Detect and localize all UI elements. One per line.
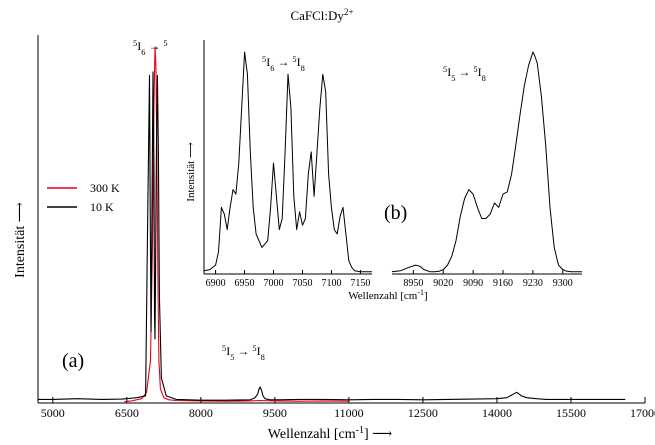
x-axis-label-main: Wellenzahl [cm-1] ⟶ [268,425,392,443]
transition-arrow: → [234,344,252,358]
transition-state: I [257,344,261,358]
transition-subscript: 5 [451,74,455,83]
transition-superscript: 5 [443,65,447,74]
series-line-inset1-0 [203,51,372,273]
panel-label-a: (a) [62,350,84,372]
x-tick-label-inset2: 9230 [523,278,543,289]
transition-label-main-2: 5I5 → 5I8 [222,344,265,362]
text-layer: 5000 6500 8000 9500 11000 12500 14000 15500 1700… [13,7,655,442]
transition-superscript: 5 [473,65,477,74]
transition-subscript: 6 [141,48,145,57]
x-tick-label-main: 15500 [556,406,586,420]
x-tick-label-inset1: 7050 [292,278,312,289]
transition-state: I [478,65,482,79]
transition-superscript: 5 [133,39,137,48]
chart-title-superscript: 2+ [344,7,354,17]
x-tick-label-main: 11000 [334,406,364,420]
transition-subscript: 5 [230,353,234,362]
y-axis-label-inset1: Intensität ⟶ [185,142,197,202]
x-tick-label-inset2: 9300 [553,278,573,289]
x-tick-label-inset2: 8950 [403,278,423,289]
transition-state: I [266,55,270,69]
transition-superscript: 5 [292,55,296,64]
x-tick-label-inset2: 9160 [493,278,513,289]
transition-label-inset1: 5I6 → 5I8 [262,55,305,73]
chart-title: CaFCl:Dy2+ [290,7,353,23]
transition-subscript: 8 [482,74,486,83]
x-axis-label-insets: Wellenzahl [cm-1] [348,288,427,303]
x-axis-label-text: Wellenzahl [cm [268,427,356,442]
x-axis-label-text: ] ⟶ [364,427,392,442]
transition-arrow: → [455,65,473,79]
transition-label-main-1: 5I6 → 5 [133,39,168,57]
x-tick-label-inset1: 7000 [264,278,284,289]
legend-label-10-k: 10 K [90,200,114,214]
x-tick-label-main: 9500 [263,406,287,420]
x-tick-label-main: 8000 [189,406,213,420]
transition-subscript: 8 [261,353,265,362]
transition-state: I [137,39,141,53]
x-tick-label-main: 12500 [408,406,438,420]
transition-superscript: 5 [262,55,266,64]
series-line-inset2-0 [391,51,582,273]
transition-state: I [447,65,451,79]
axes-layer [37,35,646,404]
x-axis-label-exponent: -1 [417,288,424,297]
transition-subscript: 6 [270,64,274,73]
x-tick-label-main: 5000 [41,406,65,420]
transition-arrow: → [145,39,163,53]
transition-state: I [226,344,230,358]
transition-arrow: → [274,55,292,69]
x-axis-label-text: Wellenzahl [cm [348,290,417,302]
x-tick-label-main: 14000 [482,406,512,420]
x-tick-label-inset1: 6950 [235,278,255,289]
x-tick-label-inset2: 9090 [463,278,483,289]
series-line-main-300-k [124,46,349,403]
transition-label-inset2: 5I5 → 5I8 [443,65,486,83]
chart-title-main: CaFCl:Dy [290,8,344,23]
transition-state: I [297,55,301,69]
series-line-main-10-k [38,71,626,401]
panel-label-b: (b) [384,202,407,224]
transition-subscript: 8 [301,64,305,73]
x-tick-label-main: 6500 [115,406,139,420]
x-axis-label-text: ] [424,290,428,302]
data-layer [38,46,626,403]
y-axis-label-main: Intensität ⟶ [13,202,28,278]
x-tick-label-inset2: 9020 [433,278,453,289]
x-tick-label-main: 17000 [630,406,655,420]
transition-superscript: 5 [252,344,256,353]
transition-superscript: 5 [163,39,167,48]
legend-label-300-k: 300 K [90,181,120,195]
x-tick-label-inset1: 7100 [321,278,341,289]
x-tick-label-inset1: 6900 [206,278,226,289]
x-axis-label-exponent: -1 [356,425,364,436]
x-tick-label-inset1: 7150 [350,278,370,289]
transition-superscript: 5 [222,344,226,353]
